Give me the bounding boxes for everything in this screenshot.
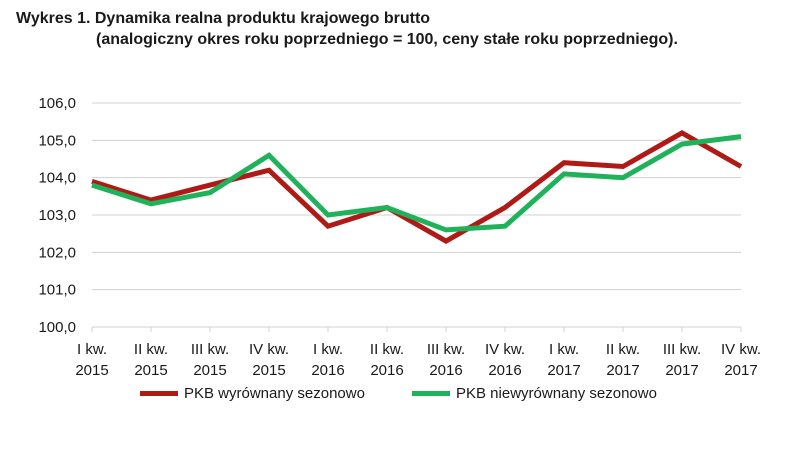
x-tick-label-year: 2015 (252, 362, 285, 379)
y-tick-label: 103,0 (38, 207, 76, 224)
x-tick-label-year: 2015 (75, 362, 108, 379)
x-tick-label-quarter: I kw. (313, 341, 343, 358)
x-tick-label-quarter: IV kw. (249, 341, 289, 358)
x-tick-label-year: 2017 (665, 362, 698, 379)
legend-item-not-seasonally-adjusted: PKB niewyrównany sezonowo (412, 385, 657, 402)
chart-title: Wykres 1. Dynamika realna produktu krajo… (16, 8, 678, 50)
y-tick-label: 102,0 (38, 244, 76, 261)
x-tick-label-quarter: II kw. (370, 341, 404, 358)
legend: PKB wyrównany sezonowo PKB niewyrównany … (0, 385, 805, 409)
x-tick-label-quarter: III kw. (663, 341, 701, 358)
x-tick-label-year: 2016 (311, 362, 344, 379)
x-tick-label-quarter: III kw. (427, 341, 465, 358)
x-tick-label-year: 2015 (134, 362, 167, 379)
legend-swatch-green (412, 391, 450, 396)
chart-title-line2: (analogiczny okres roku poprzedniego = 1… (96, 31, 678, 48)
y-tick-label: 101,0 (38, 282, 76, 299)
x-tick-label-year: 2016 (429, 362, 462, 379)
series-line-not-seasonally-adjusted (91, 134, 742, 233)
x-tick-label-quarter: I kw. (549, 341, 579, 358)
legend-label-seasonally-adjusted: PKB wyrównany sezonowo (184, 385, 365, 402)
x-tick-label-year: 2016 (488, 362, 521, 379)
legend-swatch-red (140, 391, 178, 396)
x-axis-labels: I kw. 2015 II kw. 2015 III kw. 2015 IV kw. 2015… (75, 341, 761, 379)
x-tick-label-quarter: I kw. (77, 341, 107, 358)
x-tick-label-quarter: II kw. (606, 341, 640, 358)
x-tick-label-year: 2017 (606, 362, 639, 379)
x-tick-label-year: 2017 (547, 362, 580, 379)
line-chart: 100,0 101,0 102,0 103,0 104,0 105,0 106,0 I kw… (38, 95, 761, 379)
y-axis-labels: 100,0 101,0 102,0 103,0 104,0 105,0 106,0 (38, 95, 76, 336)
grid-lines (91, 102, 742, 332)
series-lines (91, 130, 743, 244)
x-tick-label-quarter: II kw. (134, 341, 168, 358)
x-tick-label-year: 2016 (370, 362, 403, 379)
x-tick-label-quarter: III kw. (191, 341, 229, 358)
series-line-seasonally-adjusted (91, 130, 743, 244)
legend-item-seasonally-adjusted: PKB wyrównany sezonowo (140, 385, 365, 402)
y-tick-label: 104,0 (38, 170, 76, 187)
x-tick-label-quarter: IV kw. (721, 341, 761, 358)
legend-label-not-seasonally-adjusted: PKB niewyrównany sezonowo (456, 385, 657, 402)
y-tick-label: 105,0 (38, 132, 76, 149)
x-tick-label-year: 2017 (724, 362, 757, 379)
y-tick-label: 100,0 (38, 319, 76, 336)
x-tick-label-year: 2015 (193, 362, 226, 379)
y-tick-label: 106,0 (38, 95, 76, 112)
x-tick-label-quarter: IV kw. (485, 341, 525, 358)
chart-title-line1: Wykres 1. Dynamika realna produktu krajo… (16, 10, 431, 27)
